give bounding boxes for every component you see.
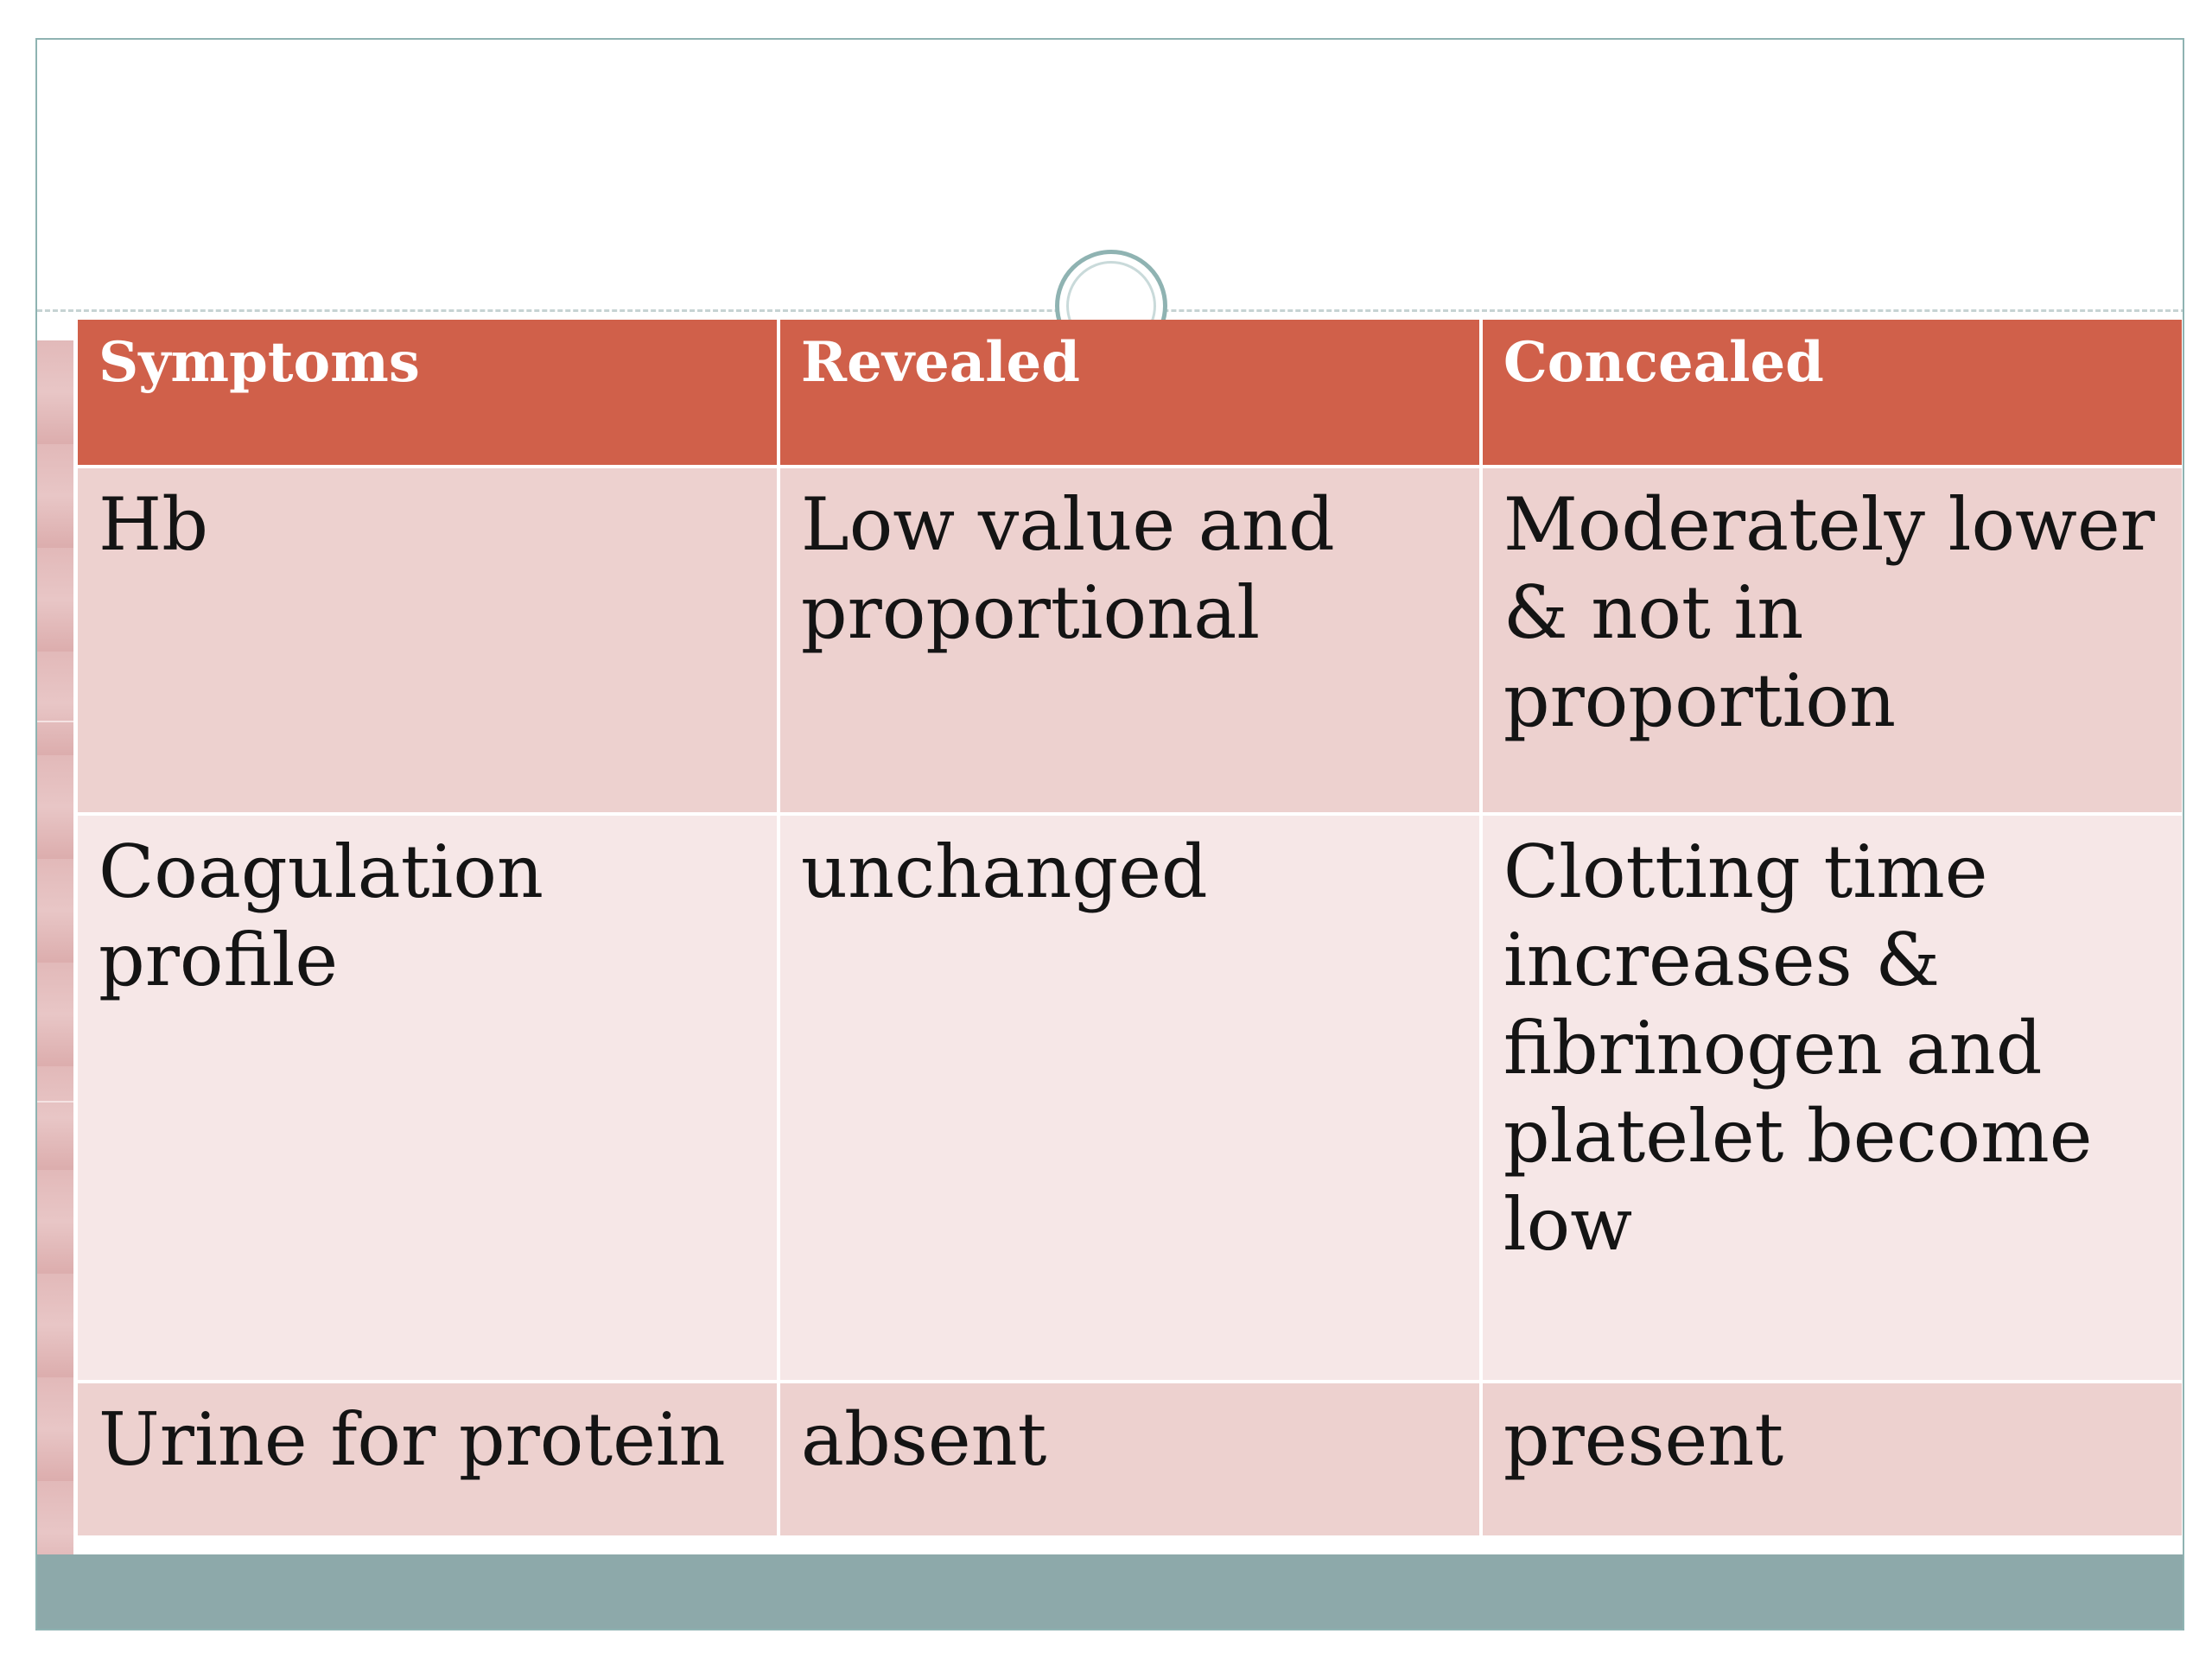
left-decorative-strip: [37, 340, 73, 1590]
cell-symptom: Urine for protein: [78, 1383, 777, 1535]
cell-symptom: Coagulation profile: [78, 816, 777, 1380]
cell-revealed: unchanged: [779, 816, 1479, 1380]
header-concealed: Concealed: [1482, 320, 2182, 465]
table-row: Urine for protein absent present: [78, 1383, 2182, 1535]
table-header-row: Symptoms Revealed Concealed: [78, 320, 2182, 465]
header-revealed: Revealed: [779, 320, 1479, 465]
header-symptoms: Symptoms: [78, 320, 777, 465]
strip-divider: [37, 1101, 73, 1103]
cell-concealed: present: [1482, 1383, 2182, 1535]
bottom-accent-band: [37, 1554, 2183, 1629]
strip-divider: [37, 721, 73, 722]
cell-concealed: Clotting time increases & fibrinogen and…: [1482, 816, 2182, 1380]
slide: Symptoms Revealed Concealed Hb Low value…: [35, 38, 2184, 1630]
table-row: Hb Low value and proportional Moderately…: [78, 468, 2182, 812]
table-row: Coagulation profile unchanged Clotting t…: [78, 816, 2182, 1380]
comparison-table: Symptoms Revealed Concealed Hb Low value…: [74, 316, 2183, 1539]
cell-concealed: Moderately lower & not in proportion: [1482, 468, 2182, 812]
cell-revealed: absent: [779, 1383, 1479, 1535]
cell-revealed: Low value and proportional: [779, 468, 1479, 812]
cell-symptom: Hb: [78, 468, 777, 812]
